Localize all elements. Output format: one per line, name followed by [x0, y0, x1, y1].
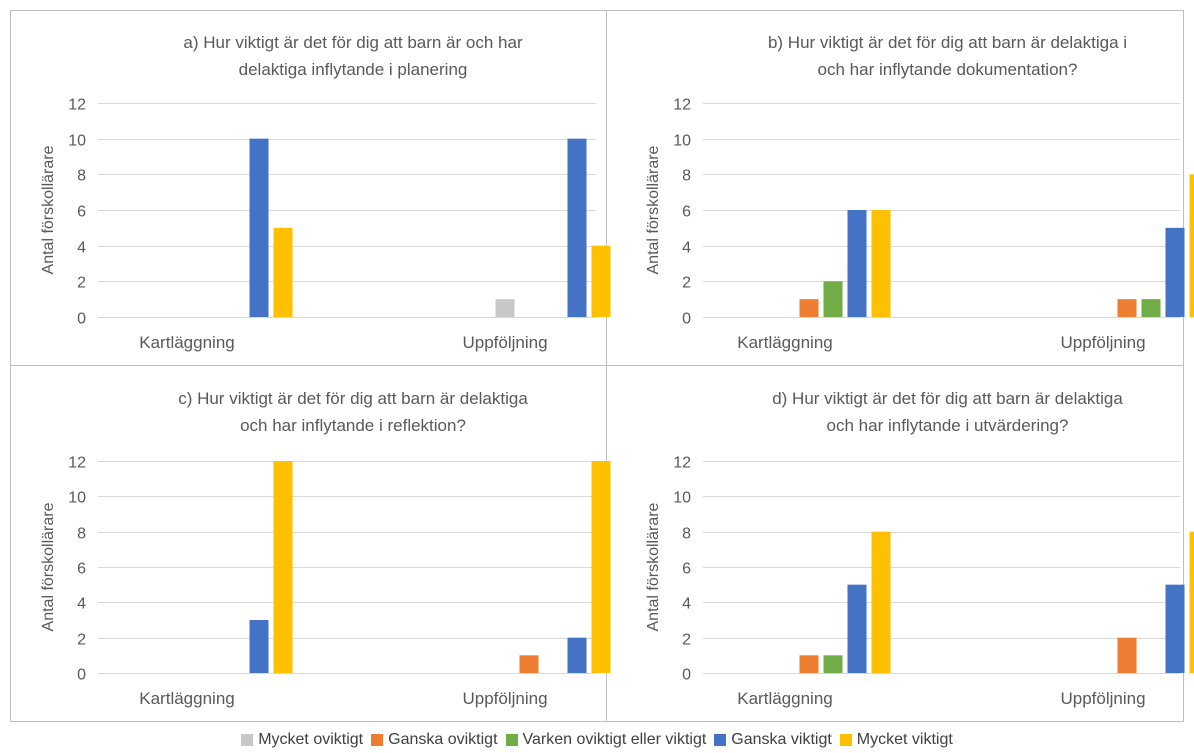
- chart-title-d-line-1: d) Hur viktigt är det för dig att barn ä…: [772, 389, 1123, 408]
- bar-a-1-3: [567, 138, 587, 317]
- bar-a-0-3: [249, 138, 269, 317]
- y-tick-label-b-5: 10: [673, 133, 691, 150]
- bar-d-1-1: [1117, 637, 1137, 673]
- bar-b-1-3: [1165, 227, 1185, 317]
- legend-swatch-mycket-viktigt: [839, 734, 852, 746]
- y-tick-label-c-4: 8: [77, 526, 86, 543]
- legend-swatch-ganska-viktigt: [714, 734, 727, 746]
- legend: Mycket oviktigt Ganska oviktigt Varken o…: [0, 727, 1194, 753]
- legend-swatch-mycket-oviktigt: [241, 734, 254, 746]
- legend-item-mycket-oviktigt: Mycket oviktigt: [241, 731, 363, 749]
- legend-item-mycket-viktigt: Mycket viktigt: [839, 731, 953, 749]
- legend-label-ganska-viktigt: Ganska viktigt: [731, 731, 832, 748]
- y-tick-label-c-5: 10: [68, 490, 86, 507]
- y-tick-label-a-0: 0: [77, 311, 86, 328]
- bar-d-0-4: [871, 531, 891, 673]
- y-tick-label-b-3: 6: [682, 204, 691, 221]
- category-label-c-0: Kartläggning: [139, 689, 234, 708]
- legend-swatch-varken: [505, 734, 518, 746]
- category-label-b-0: Kartläggning: [737, 333, 832, 352]
- y-tick-label-c-2: 4: [77, 596, 86, 613]
- legend-item-ganska-oviktigt: Ganska oviktigt: [371, 731, 498, 749]
- category-label-c-1: Uppföljning: [462, 689, 547, 708]
- legend-label-varken: Varken oviktigt eller viktigt: [522, 731, 707, 748]
- chart-title-b-line-1: b) Hur viktigt är det för dig att barn ä…: [768, 33, 1127, 52]
- bar-c-1-3: [567, 637, 587, 673]
- y-tick-label-d-5: 10: [673, 490, 691, 507]
- y-tick-label-c-3: 6: [77, 561, 86, 578]
- y-tick-label-a-5: 10: [68, 133, 86, 150]
- category-label-d-1: Uppföljning: [1060, 689, 1145, 708]
- bar-d-0-1: [799, 655, 819, 673]
- y-tick-label-a-3: 6: [77, 204, 86, 221]
- y-tick-label-a-4: 8: [77, 168, 86, 185]
- y-tick-label-c-0: 0: [77, 667, 86, 684]
- bar-b-0-2: [823, 281, 843, 317]
- y-axis-label-a: Antal förskollärare: [40, 145, 57, 274]
- y-tick-label-b-2: 4: [682, 240, 691, 257]
- y-tick-label-c-6: 12: [68, 455, 86, 472]
- y-tick-label-d-0: 0: [682, 667, 691, 684]
- y-axis-label-d: Antal förskollärare: [645, 502, 662, 631]
- charts-grid: a) Hur viktigt är det för dig att barn ä…: [10, 10, 1194, 722]
- bar-b-0-4: [871, 210, 891, 317]
- y-axis-label-c: Antal förskollärare: [40, 502, 57, 631]
- chart-title-b-line-2: och har inflytande dokumentation?: [818, 60, 1078, 79]
- legend-label-mycket-viktigt: Mycket viktigt: [856, 731, 953, 748]
- y-tick-label-b-6: 12: [673, 97, 691, 114]
- y-tick-label-c-1: 2: [77, 632, 86, 649]
- y-tick-label-d-2: 4: [682, 596, 691, 613]
- bar-b-1-1: [1117, 299, 1137, 317]
- bar-d-0-3: [847, 584, 867, 673]
- legend-swatch-ganska-oviktigt: [371, 734, 384, 746]
- bar-b-0-1: [799, 299, 819, 317]
- bar-c-0-4: [273, 461, 293, 673]
- bar-c-1-4: [591, 461, 611, 673]
- y-tick-label-d-1: 2: [682, 632, 691, 649]
- bar-d-0-2: [823, 655, 843, 673]
- y-tick-label-b-1: 2: [682, 275, 691, 292]
- category-label-a-1: Uppföljning: [462, 333, 547, 352]
- legend-item-varken: Varken oviktigt eller viktigt: [505, 731, 707, 749]
- bar-d-1-3: [1165, 584, 1185, 673]
- y-axis-label-b: Antal förskollärare: [645, 145, 662, 274]
- y-tick-label-a-1: 2: [77, 275, 86, 292]
- bar-a-1-0: [495, 299, 515, 317]
- bar-c-0-3: [249, 620, 269, 673]
- legend-item-ganska-viktigt: Ganska viktigt: [714, 731, 832, 749]
- chart-title-c-line-1: c) Hur viktigt är det för dig att barn ä…: [178, 389, 528, 408]
- y-tick-label-b-0: 0: [682, 311, 691, 328]
- bar-b-1-4: [1189, 174, 1194, 317]
- legend-label-ganska-oviktigt: Ganska oviktigt: [388, 731, 498, 748]
- bar-b-0-3: [847, 210, 867, 317]
- y-tick-label-b-4: 8: [682, 168, 691, 185]
- chart-title-a-line-1: a) Hur viktigt är det för dig att barn ä…: [183, 33, 523, 52]
- chart-title-c-line-2: och har inflytande i reflektion?: [240, 416, 466, 435]
- chart-title-a-line-2: delaktiga inflytande i planering: [239, 60, 468, 79]
- bar-a-1-4: [591, 245, 611, 317]
- y-tick-label-d-4: 8: [682, 526, 691, 543]
- chart-title-d-line-2: och har inflytande i utvärdering?: [827, 416, 1069, 435]
- legend-label-mycket-oviktigt: Mycket oviktigt: [258, 731, 364, 748]
- y-tick-label-a-2: 4: [77, 240, 86, 257]
- bar-c-1-1: [519, 655, 539, 673]
- category-label-d-0: Kartläggning: [737, 689, 832, 708]
- y-tick-label-a-6: 12: [68, 97, 86, 114]
- category-label-a-0: Kartläggning: [139, 333, 234, 352]
- y-tick-label-d-3: 6: [682, 561, 691, 578]
- y-tick-label-d-6: 12: [673, 455, 691, 472]
- bar-a-0-4: [273, 227, 293, 317]
- category-label-b-1: Uppföljning: [1060, 333, 1145, 352]
- bar-b-1-2: [1141, 299, 1161, 317]
- bar-d-1-4: [1189, 531, 1194, 673]
